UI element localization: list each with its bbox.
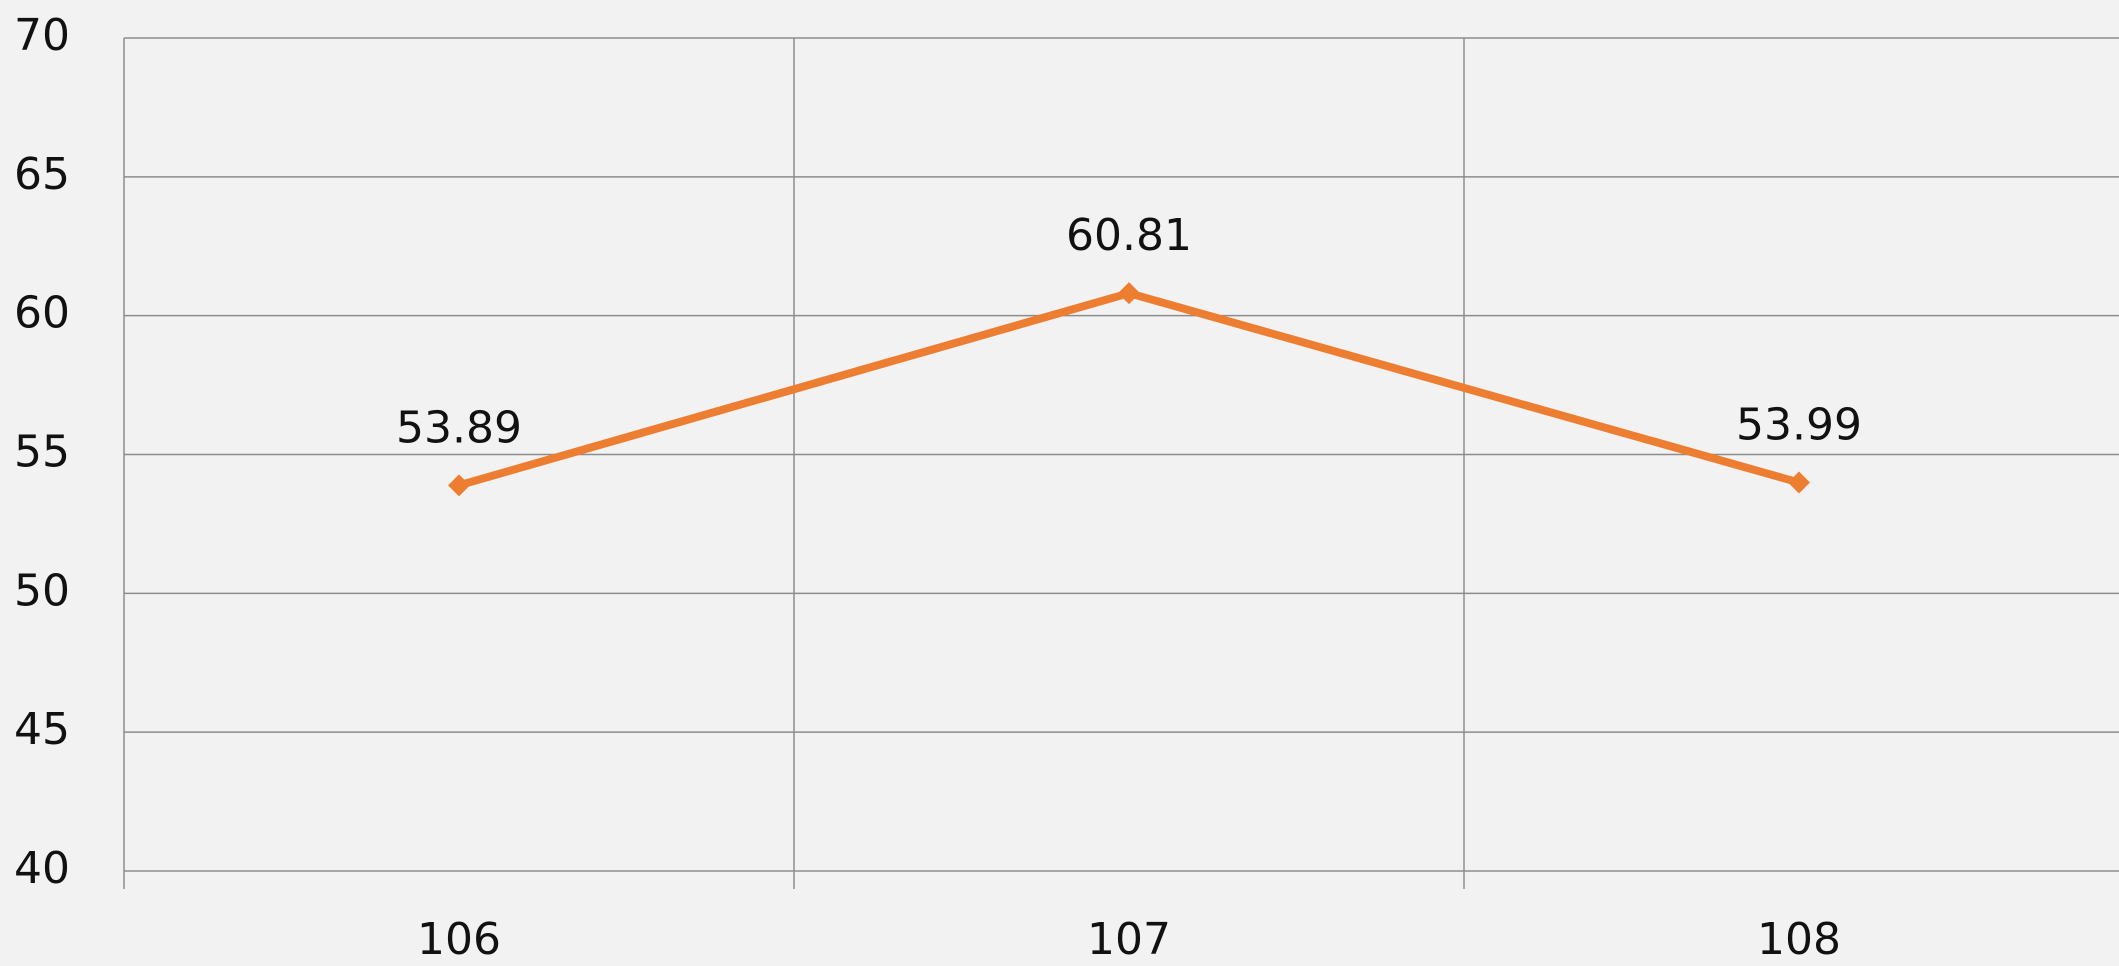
y-tick-label: 55	[14, 427, 70, 478]
x-tick-label: 106	[417, 914, 501, 965]
y-tick-label: 70	[14, 10, 70, 61]
data-label: 53.99	[1736, 400, 1862, 451]
x-tick-label: 107	[1087, 914, 1171, 965]
data-label: 60.81	[1066, 210, 1192, 261]
data-label: 53.89	[396, 402, 522, 453]
y-tick-label: 50	[14, 565, 70, 616]
chart: 40 45 50 55 60 65 70 106 107 108 53.89 60.81 53.99	[0, 0, 2119, 966]
page: {"chart_data": {"type": "line", "categor…	[0, 0, 2119, 966]
y-tick-label: 45	[14, 704, 70, 755]
x-tick-label: 108	[1757, 914, 1841, 965]
y-tick-label: 40	[14, 843, 70, 894]
y-tick-label: 60	[14, 288, 70, 339]
y-tick-label: 65	[14, 149, 70, 200]
